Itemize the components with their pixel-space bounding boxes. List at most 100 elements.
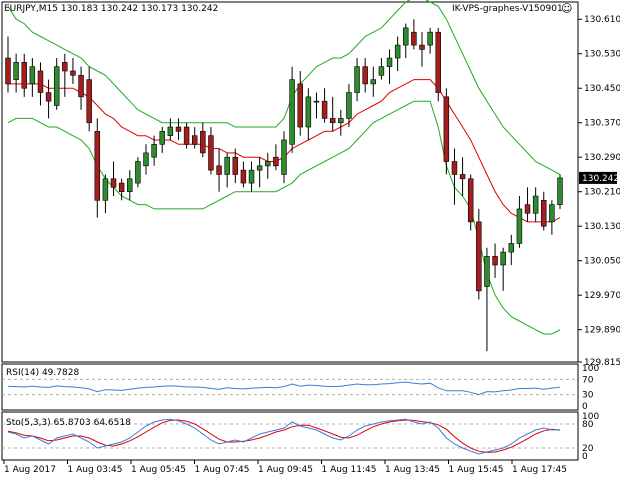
stochastic-label: Sto(5,3,3) 65.8703 64.6518	[6, 418, 131, 428]
candle	[532, 187, 539, 222]
candle	[516, 196, 523, 248]
candle	[297, 70, 303, 136]
candle	[281, 131, 287, 184]
bull-candle-body	[484, 256, 490, 287]
bear-candle-body	[110, 178, 117, 188]
candle	[53, 58, 60, 110]
bull-candle-body	[427, 31, 433, 46]
bear-candle-body	[362, 66, 368, 85]
bull-candle-body	[386, 57, 393, 67]
candle	[5, 36, 11, 93]
bull-candle-body	[516, 208, 523, 244]
candle	[167, 118, 174, 140]
price-tick-label: 129.815	[584, 358, 620, 368]
bull-candle-body	[281, 139, 287, 175]
bull-candle-body	[346, 92, 352, 119]
candle	[346, 83, 352, 128]
bull-candle-body	[224, 156, 230, 175]
bull-candle-body	[549, 204, 555, 223]
bear-candle-body	[86, 79, 92, 124]
candle	[94, 118, 101, 218]
candle	[200, 122, 206, 158]
candle	[500, 247, 506, 291]
bear-candle-body	[459, 174, 466, 180]
time-tick-label: 1 Aug 03:45	[68, 465, 123, 475]
price-chart-area[interactable]	[5, 0, 563, 352]
stochastic-signal-line	[7, 419, 561, 453]
candle	[273, 144, 279, 171]
candle	[427, 27, 433, 54]
bear-candle-body	[419, 44, 425, 50]
candle	[386, 49, 393, 84]
upper-band-line	[7, 0, 561, 175]
bull-candle-body	[354, 66, 360, 93]
stochastic-tick-label: 80	[582, 420, 594, 430]
bull-candle-body	[248, 169, 255, 184]
bear-candle-body	[329, 118, 336, 124]
candle	[549, 200, 555, 235]
time-tick-label: 1 Aug 05:45	[131, 465, 186, 475]
rsi-panel[interactable]	[2, 378, 578, 396]
candle	[508, 234, 515, 265]
bear-candle-body	[21, 62, 27, 89]
candle	[329, 96, 336, 132]
price-tick-label: 130.370	[584, 119, 620, 129]
rsi-tick-label: 0	[582, 402, 588, 412]
candle	[175, 118, 182, 140]
candle	[37, 62, 44, 106]
candle	[265, 152, 271, 179]
smiley-icon[interactable]: ☺	[561, 2, 573, 15]
bull-candle-body	[151, 143, 157, 158]
bear-candle-body	[175, 126, 182, 132]
bull-candle-body	[403, 27, 409, 46]
rsi-label: RSI(14) 49.7828	[6, 368, 80, 378]
candle	[411, 19, 417, 50]
expert-name-label: IK-VPS-graphes-V150901	[452, 4, 563, 14]
time-tick-label: 1 Aug 17:45	[512, 465, 567, 475]
bear-candle-body	[524, 204, 531, 214]
candle	[557, 174, 563, 209]
candle	[78, 66, 84, 110]
time-tick-label: 1 Aug 09:45	[258, 465, 313, 475]
bear-candle-body	[297, 83, 303, 128]
candle	[232, 148, 239, 184]
candle	[45, 79, 52, 119]
bull-candle-body	[378, 66, 385, 76]
candle	[524, 187, 531, 222]
bear-candle-body	[443, 96, 450, 162]
stochastic-tick-label: 20	[582, 444, 594, 454]
candle	[451, 148, 458, 205]
stochastic-panel-frame	[1, 411, 579, 461]
candle	[394, 36, 401, 71]
bear-candle-body	[94, 131, 101, 201]
bull-candle-body	[532, 195, 539, 214]
stochastic-panel[interactable]	[2, 418, 578, 455]
candle	[70, 58, 76, 84]
candle	[13, 53, 19, 93]
candle	[378, 58, 385, 80]
stochastic-tick-label: 0	[582, 452, 588, 462]
bull-candle-body	[127, 178, 133, 193]
candle	[484, 247, 490, 352]
candle	[370, 66, 377, 97]
price-tick-label: 130.530	[584, 50, 620, 60]
candle	[224, 152, 230, 188]
price-tick-label: 130.610	[584, 15, 620, 25]
price-tick-label: 130.290	[584, 153, 620, 163]
candle	[362, 58, 368, 93]
candle	[443, 88, 450, 175]
candle	[135, 157, 141, 188]
bull-candle-body	[313, 100, 320, 103]
candle	[143, 144, 149, 175]
candle	[118, 178, 125, 201]
bear-candle-body	[476, 221, 482, 292]
time-tick-label: 1 Aug 15:45	[449, 465, 504, 475]
candle	[541, 191, 547, 231]
bull-candle-body	[305, 96, 312, 128]
candle	[240, 161, 247, 188]
bear-candle-body	[5, 57, 11, 85]
bull-candle-body	[53, 66, 60, 106]
candle	[62, 53, 68, 97]
